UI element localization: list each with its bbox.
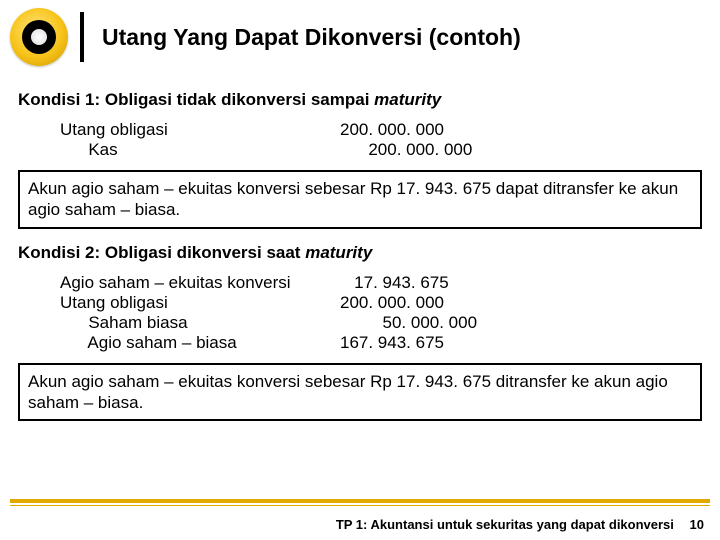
journal-row: Kas 200. 000. 000 (60, 140, 702, 160)
footer-rule (10, 499, 710, 506)
journal-amount: 200. 000. 000 (340, 293, 444, 313)
journal-account: Utang obligasi (60, 120, 340, 140)
footer: TP 1: Akuntansi untuk sekuritas yang dap… (336, 517, 704, 532)
journal-account: Agio saham – biasa (60, 333, 340, 353)
kondisi2-note: Akun agio saham – ekuitas konversi sebes… (18, 363, 702, 422)
journal-row: Agio saham – ekuitas konversi 17. 943. 6… (60, 273, 702, 293)
kondisi1-heading: Kondisi 1: Obligasi tidak dikonversi sam… (18, 90, 702, 110)
page-number: 10 (690, 517, 704, 532)
kondisi2-journal: Agio saham – ekuitas konversi 17. 943. 6… (60, 273, 702, 353)
kondisi1-heading-text: Kondisi 1: Obligasi tidak dikonversi sam… (18, 90, 374, 109)
journal-row: Utang obligasi200. 000. 000 (60, 120, 702, 140)
page-title: Utang Yang Dapat Dikonversi (contoh) (102, 24, 521, 51)
journal-account: Saham biasa (60, 313, 340, 333)
journal-row: Agio saham – biasa167. 943. 675 (60, 333, 702, 353)
journal-account: Agio saham – ekuitas konversi (60, 273, 340, 293)
kondisi1-heading-italic: maturity (374, 90, 441, 109)
journal-row: Utang obligasi200. 000. 000 (60, 293, 702, 313)
kondisi2-heading: Kondisi 2: Obligasi dikonversi saat matu… (18, 243, 702, 263)
journal-row: Saham biasa 50. 000. 000 (60, 313, 702, 333)
kondisi1-note: Akun agio saham – ekuitas konversi sebes… (18, 170, 702, 229)
footer-text: TP 1: Akuntansi untuk sekuritas yang dap… (336, 517, 674, 532)
journal-account: Kas (60, 140, 340, 160)
journal-amount: 200. 000. 000 (340, 120, 444, 140)
kondisi2-heading-text: Kondisi 2: Obligasi dikonversi saat (18, 243, 305, 262)
logo (10, 8, 68, 66)
journal-account: Utang obligasi (60, 293, 340, 313)
kondisi2-heading-italic: maturity (305, 243, 372, 262)
title-divider (80, 12, 84, 62)
journal-amount: 50. 000. 000 (340, 313, 477, 333)
kondisi1-journal: Utang obligasi200. 000. 000 Kas 200. 000… (60, 120, 702, 160)
journal-amount: 17. 943. 675 (340, 273, 449, 293)
journal-amount: 167. 943. 675 (340, 333, 444, 353)
journal-amount: 200. 000. 000 (340, 140, 472, 160)
